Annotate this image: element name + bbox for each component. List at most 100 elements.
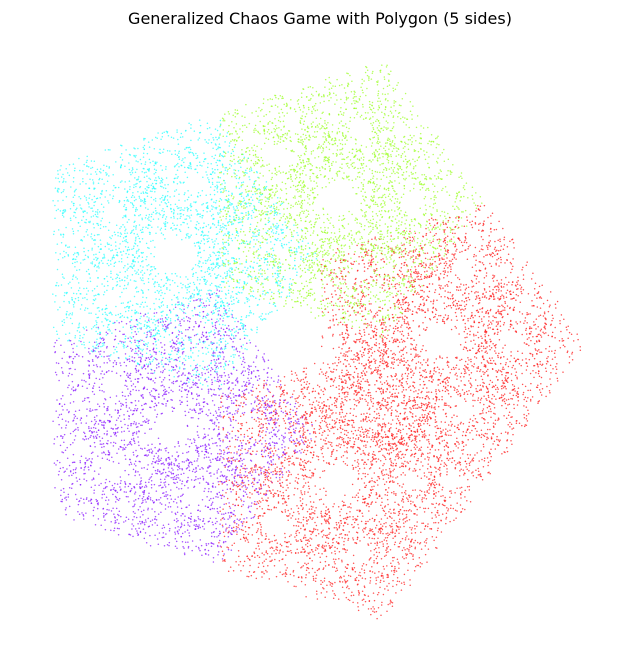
point — [274, 558, 276, 561]
point — [359, 434, 361, 436]
point — [411, 277, 413, 279]
point — [430, 485, 432, 487]
point — [373, 485, 375, 487]
point — [147, 454, 150, 456]
point — [102, 325, 105, 327]
point — [372, 247, 375, 250]
point — [381, 362, 384, 365]
point — [250, 517, 253, 520]
point — [398, 520, 400, 523]
point — [282, 401, 285, 404]
point — [521, 313, 524, 315]
point — [532, 272, 534, 275]
point — [416, 428, 419, 431]
point — [104, 519, 106, 521]
point — [359, 285, 361, 287]
point — [134, 512, 136, 515]
point — [106, 280, 109, 283]
point — [87, 203, 90, 205]
point — [126, 200, 128, 202]
point — [389, 256, 391, 258]
point — [353, 381, 355, 383]
point — [323, 267, 326, 270]
point — [370, 503, 372, 506]
point — [333, 240, 336, 243]
point — [134, 528, 137, 530]
point — [263, 165, 265, 168]
point — [420, 406, 423, 408]
point — [205, 300, 207, 302]
point — [436, 269, 438, 271]
point — [256, 277, 259, 280]
point — [418, 293, 420, 296]
point — [244, 207, 247, 209]
point — [302, 428, 305, 430]
point — [316, 255, 318, 258]
point — [382, 258, 384, 260]
point — [309, 288, 312, 291]
point — [265, 185, 268, 188]
point — [318, 145, 320, 148]
point — [89, 499, 92, 502]
point — [391, 437, 394, 440]
point — [354, 438, 357, 440]
point — [435, 265, 437, 267]
point — [251, 294, 254, 297]
point — [499, 325, 502, 327]
point — [378, 417, 380, 420]
point — [211, 379, 213, 381]
point — [252, 390, 254, 392]
point — [395, 415, 397, 417]
point — [122, 449, 124, 451]
point — [270, 295, 273, 297]
point — [180, 215, 182, 218]
point — [93, 234, 96, 237]
point — [113, 527, 116, 529]
point — [511, 268, 513, 270]
point — [495, 352, 497, 354]
point — [272, 414, 274, 417]
point — [227, 457, 230, 459]
point — [224, 246, 227, 249]
point — [73, 413, 75, 416]
point — [276, 222, 278, 225]
point — [264, 440, 267, 442]
point — [307, 163, 309, 165]
point — [511, 283, 513, 286]
point — [146, 455, 148, 457]
point — [412, 261, 414, 263]
point — [260, 404, 263, 406]
point — [357, 242, 360, 245]
point — [443, 211, 446, 213]
point — [375, 244, 377, 246]
point — [320, 244, 323, 247]
point — [499, 320, 502, 323]
point — [104, 245, 107, 248]
point — [91, 249, 93, 251]
point — [308, 265, 310, 267]
point — [325, 410, 328, 412]
point — [128, 358, 131, 360]
point — [338, 443, 340, 445]
point — [244, 470, 247, 473]
point — [553, 352, 556, 355]
point — [451, 416, 453, 419]
point — [220, 226, 222, 229]
point — [225, 215, 228, 218]
point — [381, 284, 383, 286]
point — [162, 304, 165, 306]
point — [503, 400, 506, 403]
point — [455, 327, 458, 329]
point — [290, 150, 292, 152]
point — [320, 447, 322, 449]
point — [372, 440, 375, 443]
point — [314, 440, 316, 442]
point — [241, 459, 243, 462]
point — [259, 273, 262, 275]
point — [457, 447, 459, 449]
point — [363, 178, 365, 181]
point — [87, 397, 90, 399]
point — [254, 190, 256, 193]
point — [371, 72, 374, 75]
point — [326, 217, 329, 220]
